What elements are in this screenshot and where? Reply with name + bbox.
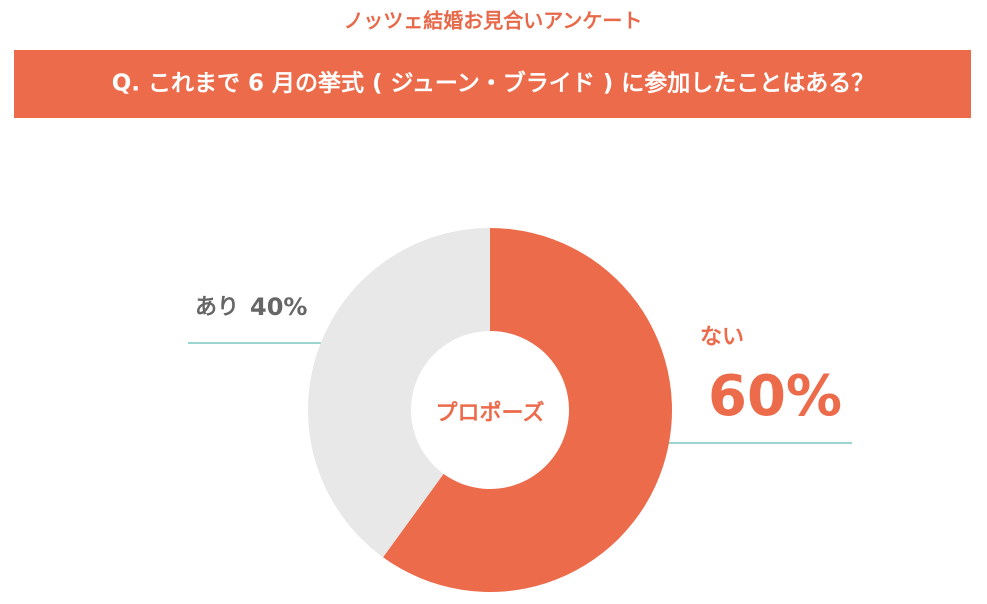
title-banner xyxy=(14,50,971,118)
category-label: あり xyxy=(195,295,239,320)
center-label: プロポーズ xyxy=(436,400,545,426)
value-label: 40% xyxy=(250,293,307,321)
value-label: 60% xyxy=(708,364,842,429)
donut-segment xyxy=(383,228,673,593)
category-label: ない xyxy=(700,325,744,350)
chart-subtitle: ノッツェ結婚お見合いアンケート xyxy=(344,9,643,33)
donut-segment xyxy=(308,228,490,558)
chart-title: Q. これまで 6 月の挙式 ( ジューン・ブライド ) に参加したことはある？ xyxy=(112,70,875,97)
